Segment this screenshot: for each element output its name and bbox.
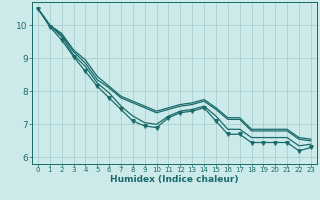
X-axis label: Humidex (Indice chaleur): Humidex (Indice chaleur) [110, 175, 239, 184]
